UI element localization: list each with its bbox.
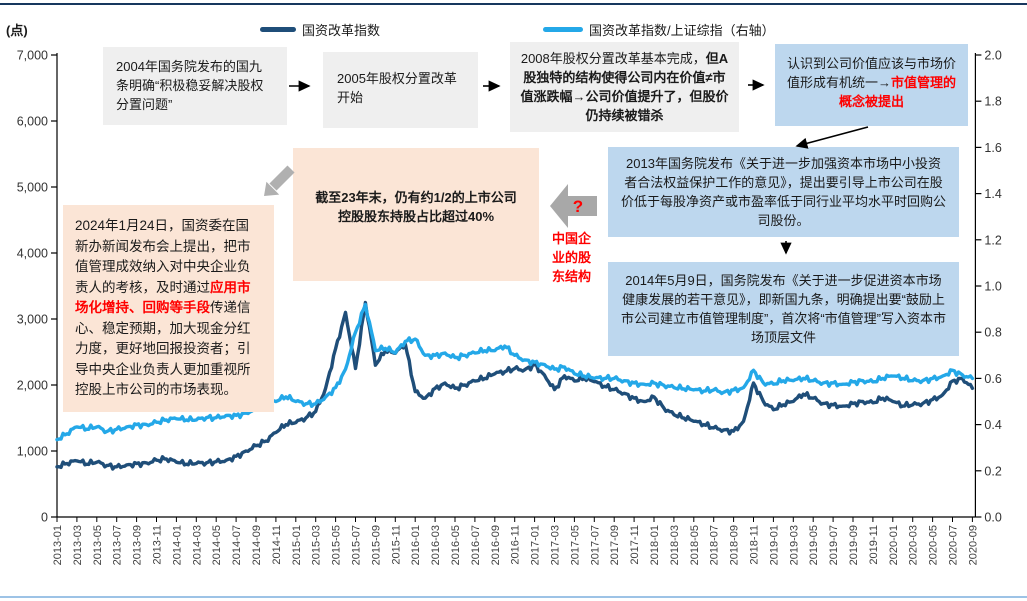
svg-text:0.8: 0.8 [984,326,1001,340]
svg-text:0: 0 [41,511,48,525]
bottom-border-rule [0,596,1027,598]
svg-text:1.0: 1.0 [984,280,1001,294]
svg-text:2014-11: 2014-11 [271,525,283,565]
svg-text:2014-03: 2014-03 [191,525,203,565]
annotation-box-2004: 2004年国务院发布的国九条明确“积极稳妥解决股权分置问题” [103,47,287,125]
svg-text:2015-03: 2015-03 [311,525,323,565]
svg-text:2019-09: 2019-09 [848,525,860,565]
question-mark-label: ? [572,197,584,216]
svg-text:7,000: 7,000 [17,49,48,63]
svg-text:2020-09: 2020-09 [967,525,979,565]
shareholder-structure-label: 中国企业的股东结构 [551,231,591,284]
svg-text:2017-07: 2017-07 [589,525,601,565]
legend-item-ratio: 国资改革指数/上证综指（右轴） [543,20,775,39]
annotation-box-concept: 认识到公司价值应该与市场价值形成有机统一→市值管理的概念被提出 [775,44,968,126]
svg-text:2014-09: 2014-09 [251,525,263,565]
svg-text:2018-05: 2018-05 [689,525,701,565]
svg-text:2019-05: 2019-05 [808,525,820,565]
svg-text:2013-05: 2013-05 [92,525,104,565]
svg-text:0.4: 0.4 [984,418,1001,432]
legend-label-ratio: 国资改革指数/上证综指（右轴） [589,23,775,38]
annotation-box-2014: 2014年5月9日，国务院发布《关于进一步促进资本市场健康发展的若干意见》，即新… [608,262,959,356]
svg-text:2020-01: 2020-01 [888,525,900,565]
svg-text:2013-07: 2013-07 [112,525,124,565]
svg-text:0.6: 0.6 [984,372,1001,386]
left-axis-unit-label: (点) [6,23,28,38]
annotation-box-holders: 截至23年末，仍有约1/2的上市公司控股股东持股占比超过40% [293,148,539,281]
svg-text:3,000: 3,000 [17,313,48,327]
svg-text:0.0: 0.0 [984,511,1001,525]
svg-text:2018-09: 2018-09 [729,525,741,565]
top-border-rule [0,3,1027,5]
svg-text:2019-03: 2019-03 [788,525,800,565]
svg-text:1.4: 1.4 [984,187,1001,201]
legend-marker-light-line [543,27,583,32]
svg-text:2019-01: 2019-01 [768,525,780,565]
svg-text:2014-01: 2014-01 [171,525,183,565]
svg-text:2014-07: 2014-07 [231,525,243,565]
svg-text:2016-07: 2016-07 [470,525,482,565]
svg-text:2016-05: 2016-05 [450,525,462,565]
svg-text:2016-11: 2016-11 [510,525,522,565]
svg-text:2020-05: 2020-05 [928,525,940,565]
svg-text:1,000: 1,000 [17,445,48,459]
annotation-box-2013: 2013年国务院发布《关于进一步加强资本市场中小投资者合法权益保护工作的意见》，… [608,147,959,237]
svg-text:2016-03: 2016-03 [430,525,442,565]
svg-text:2015-05: 2015-05 [331,525,343,565]
annotation-box-2005: 2005年股权分置改革开始 [323,52,478,128]
legend-marker-dark-line [260,27,296,32]
legend-label-index: 国资改革指数 [302,23,381,38]
svg-text:2018-07: 2018-07 [709,525,721,565]
svg-text:2015-09: 2015-09 [370,525,382,565]
svg-text:2017-03: 2017-03 [550,525,562,565]
svg-text:2,000: 2,000 [17,379,48,393]
svg-text:2.0: 2.0 [984,49,1001,63]
svg-text:2014-05: 2014-05 [211,525,223,565]
svg-text:2018-01: 2018-01 [649,525,661,565]
svg-text:1.6: 1.6 [984,141,1001,155]
svg-text:2017-09: 2017-09 [609,525,621,565]
svg-text:1.2: 1.2 [984,233,1001,247]
svg-text:2015-11: 2015-11 [390,525,402,565]
svg-text:5,000: 5,000 [17,181,48,195]
svg-text:2018-11: 2018-11 [749,525,761,565]
svg-text:2013-09: 2013-09 [132,525,144,565]
svg-text:2015-07: 2015-07 [351,525,363,565]
svg-text:2019-11: 2019-11 [868,525,880,565]
svg-text:2013-01: 2013-01 [52,525,64,565]
svg-text:2017-11: 2017-11 [629,525,641,565]
svg-text:2015-01: 2015-01 [291,525,303,565]
svg-text:2020-03: 2020-03 [908,525,920,565]
annotation-box-2024: 2024年1月24日，国资委在国新办新闻发布会上提出，把市值管理成效纳入对中央企… [63,205,274,412]
svg-text:6,000: 6,000 [17,115,48,129]
svg-text:2020-07: 2020-07 [948,525,960,565]
svg-text:2016-01: 2016-01 [410,525,422,565]
svg-text:2018-03: 2018-03 [669,525,681,565]
svg-text:2013-11: 2013-11 [152,525,164,565]
svg-text:2017-05: 2017-05 [569,525,581,565]
annotation-box-2008: 2008年股权分置改革基本完成，但A股独特的结构使得公司内在价值≠市值涨跌幅→公… [510,42,739,132]
svg-text:0.2: 0.2 [984,464,1001,478]
legend-item-index: 国资改革指数 [260,20,380,39]
svg-text:2019-07: 2019-07 [828,525,840,565]
svg-text:1.8: 1.8 [984,95,1001,109]
svg-text:2017-01: 2017-01 [530,525,542,565]
svg-text:2016-09: 2016-09 [490,525,502,565]
svg-text:2013-03: 2013-03 [72,525,84,565]
svg-text:4,000: 4,000 [17,247,48,261]
